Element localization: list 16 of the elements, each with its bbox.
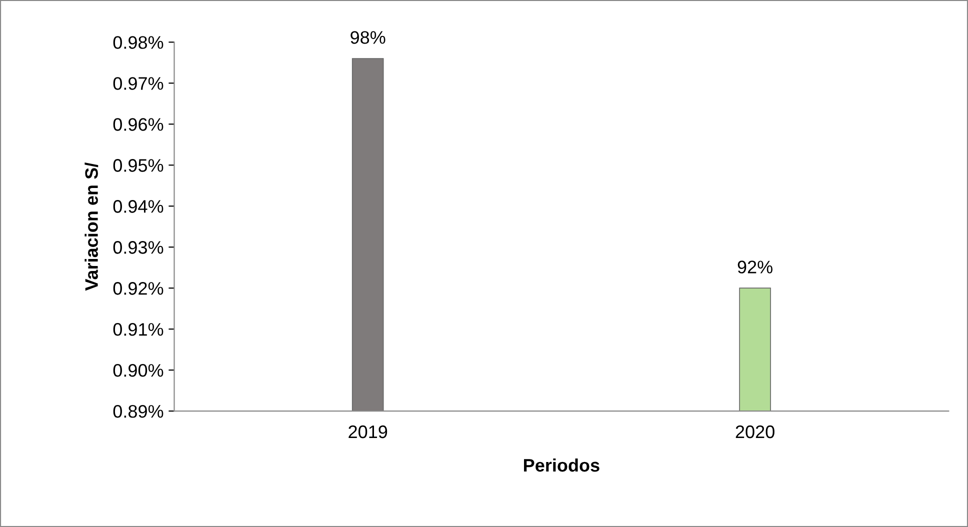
y-tick-label: 0.91%: [113, 323, 164, 336]
x-tick-label: 2020: [736, 425, 774, 438]
y-tick-label: 0.95%: [113, 159, 164, 172]
y-tick-label: 0.89%: [113, 404, 164, 418]
y-tick-label: 0.94%: [113, 200, 164, 213]
y-tick-label: 0.90%: [113, 364, 164, 377]
y-axis-title: Variacion en S/: [84, 162, 98, 291]
x-axis-title: Periodos: [524, 458, 600, 472]
y-tick-label: 0.93%: [113, 241, 164, 254]
y-tick-label: 0.92%: [113, 282, 164, 295]
data-label: 98%: [350, 31, 386, 44]
y-tick-label: 0.96%: [113, 118, 164, 131]
x-tick-label: 2019: [348, 425, 388, 438]
y-tick-label: 0.98%: [113, 36, 164, 49]
y-tick-label: 0.97%: [113, 77, 164, 90]
data-label: 92%: [738, 260, 772, 274]
